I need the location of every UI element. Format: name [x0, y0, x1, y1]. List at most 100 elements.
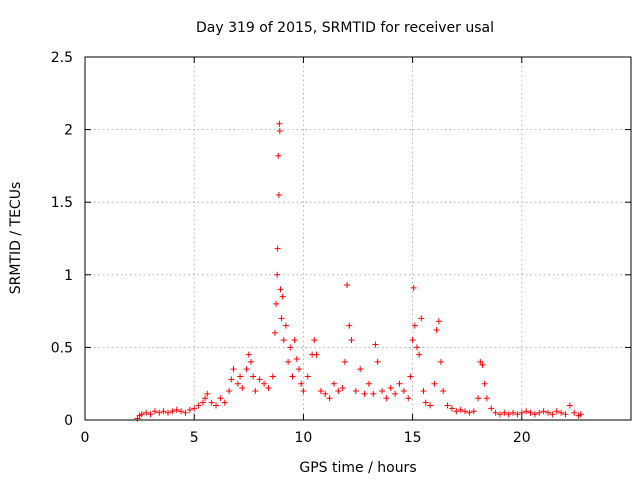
data-point [287, 344, 294, 351]
data-point [265, 385, 272, 392]
data-point [400, 387, 407, 394]
data-point [275, 152, 282, 159]
data-point [239, 385, 246, 392]
data-point [531, 411, 538, 418]
y-tick-label: 1.5 [51, 195, 73, 211]
data-point [339, 385, 346, 392]
data-point [247, 358, 254, 365]
data-point [335, 387, 342, 394]
data-point [545, 409, 552, 416]
data-point [418, 315, 425, 322]
data-point [298, 380, 305, 387]
data-point [357, 366, 364, 373]
x-tick-label: 10 [294, 430, 312, 446]
data-point [186, 406, 193, 413]
data-point [549, 411, 556, 418]
data-point [322, 390, 329, 397]
data-point [256, 376, 263, 383]
data-point [374, 358, 381, 365]
data-marks [134, 120, 584, 422]
data-point [514, 411, 521, 418]
data-point [272, 329, 279, 336]
data-point [420, 387, 427, 394]
data-point [496, 411, 503, 418]
data-point [138, 411, 145, 418]
data-point [199, 399, 206, 406]
data-point [261, 380, 268, 387]
y-tick-label: 1 [64, 268, 73, 284]
data-point [202, 395, 209, 402]
data-point [348, 337, 355, 344]
data-point [230, 366, 237, 373]
data-point [553, 408, 560, 415]
data-point [237, 373, 244, 380]
data-point [164, 409, 171, 416]
y-tick-label: 2 [64, 123, 73, 139]
data-point [274, 245, 281, 252]
data-point [431, 380, 438, 387]
x-tick-label: 5 [190, 430, 199, 446]
data-point [435, 318, 442, 325]
data-point [571, 409, 578, 416]
plot-frame [84, 56, 632, 421]
data-point [352, 387, 359, 394]
data-point [182, 409, 189, 416]
data-point [413, 344, 420, 351]
data-point [273, 300, 280, 307]
data-point [562, 411, 569, 418]
data-point [169, 408, 176, 415]
data-point [330, 380, 337, 387]
y-axis-label: SRMTID / TECUs [8, 182, 24, 295]
data-point [276, 120, 283, 127]
data-point [326, 395, 333, 402]
data-point [143, 409, 150, 416]
data-point [245, 351, 252, 358]
data-point [510, 409, 517, 416]
data-point [527, 409, 534, 416]
data-point [440, 387, 447, 394]
data-point [276, 128, 283, 135]
grid [85, 57, 631, 420]
x-tick-label: 15 [404, 430, 422, 446]
data-point [470, 408, 477, 415]
data-point [383, 395, 390, 402]
tick-labels: 0 5 10 15 20 0 0.5 1 1.5 2 2.5 [51, 50, 531, 446]
data-point [392, 390, 399, 397]
data-point [396, 380, 403, 387]
data-point [518, 409, 525, 416]
data-point [505, 411, 512, 418]
data-point [243, 366, 250, 373]
data-point [479, 361, 486, 368]
data-point [282, 322, 289, 329]
data-point [156, 409, 163, 416]
data-point [269, 373, 276, 380]
data-point [300, 387, 307, 394]
data-point [341, 358, 348, 365]
x-tick-label: 0 [81, 430, 90, 446]
data-point [252, 387, 259, 394]
data-point [285, 358, 292, 365]
data-point [313, 351, 320, 358]
data-point [475, 395, 482, 402]
data-point [577, 411, 584, 418]
data-point [293, 356, 300, 363]
data-point [151, 408, 158, 415]
data-point [387, 385, 394, 392]
data-point [208, 399, 215, 406]
chart-title: Day 319 of 2015, SRMTID for receiver usa… [196, 20, 494, 36]
data-point [444, 402, 451, 409]
data-point [147, 411, 154, 418]
data-point [407, 373, 414, 380]
data-point [540, 408, 547, 415]
data-point [536, 409, 543, 416]
data-point [279, 293, 286, 300]
y-tick-label: 0.5 [51, 340, 73, 356]
data-point [296, 366, 303, 373]
data-point [278, 315, 285, 322]
data-point [466, 409, 473, 416]
data-point [411, 322, 418, 329]
data-point [289, 373, 296, 380]
data-point [217, 395, 224, 402]
